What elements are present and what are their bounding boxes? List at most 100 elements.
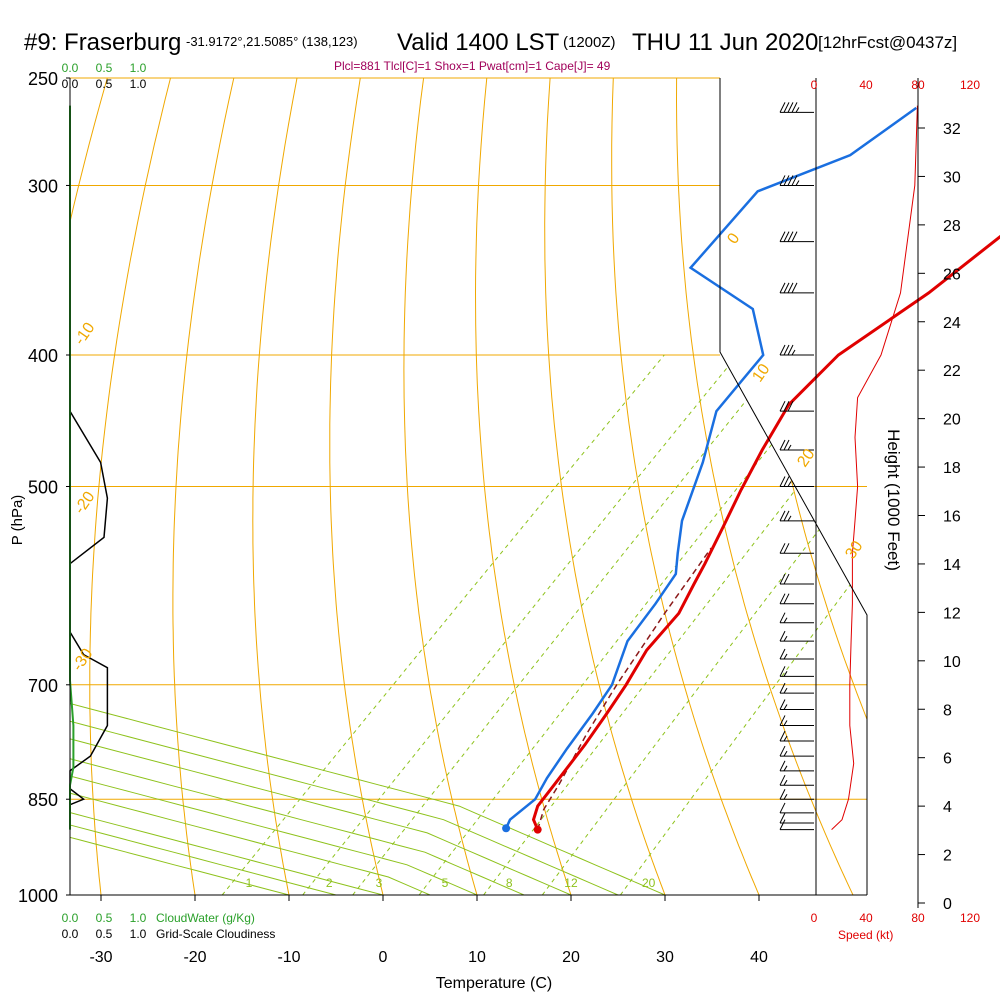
station-coords: -31.9172°,21.5085° (138,123) bbox=[186, 34, 358, 49]
dry-adiabat-label: 30 bbox=[842, 538, 866, 562]
height-tick-label: 32 bbox=[943, 121, 961, 138]
wind-barb-full bbox=[791, 231, 798, 242]
wind-barb-full bbox=[779, 760, 786, 772]
height-tick-label: 0 bbox=[943, 896, 952, 913]
wind-barb-half bbox=[783, 735, 788, 742]
height-tick-label: 22 bbox=[943, 363, 961, 380]
wind-barb-full bbox=[779, 543, 786, 554]
station-title: #9: Fraserburg bbox=[24, 29, 181, 56]
wind-barb-half bbox=[783, 653, 788, 660]
wind-barb-full bbox=[779, 231, 786, 242]
wind-barb bbox=[779, 630, 814, 642]
wind-barb-full bbox=[783, 593, 790, 604]
wind-barb bbox=[779, 715, 814, 726]
wind-barb-full bbox=[783, 102, 790, 113]
wind-barb-full bbox=[779, 802, 786, 814]
cloudiness-tick-label: 0.5 bbox=[96, 77, 113, 91]
mixing-ratio-lines: 1 2 3 5 8 12 20 bbox=[221, 354, 867, 895]
wind-barb-full bbox=[783, 439, 790, 451]
wind-barb-full bbox=[779, 745, 786, 757]
wind-barb-full bbox=[787, 282, 794, 294]
wind-barb-full bbox=[779, 612, 786, 623]
wind-barb bbox=[779, 788, 814, 800]
moist-adiabat bbox=[70, 78, 478, 895]
dry-adiabat bbox=[993, 78, 1000, 895]
dry-adiabat-label: -20 bbox=[71, 489, 98, 518]
dry-adiabat bbox=[89, 78, 171, 895]
wind-barb-full bbox=[787, 175, 794, 186]
wind-barb bbox=[779, 819, 814, 831]
height-axis-label: Height (1000 Feet) bbox=[884, 429, 903, 571]
pressure-tick-label: 700 bbox=[28, 676, 58, 696]
mixing-ratio-label: 12 bbox=[564, 876, 578, 890]
wind-barb bbox=[779, 543, 814, 554]
temperature-tick-label: -10 bbox=[277, 949, 300, 966]
speed-tick-label: 0 bbox=[811, 911, 818, 925]
parcel-line bbox=[536, 547, 712, 830]
wind-barb bbox=[779, 774, 814, 786]
x-axis-label: Temperature (C) bbox=[436, 975, 552, 992]
temperature-tick-label: 20 bbox=[562, 949, 580, 966]
wind-barb-full bbox=[791, 102, 798, 113]
diagram-frame bbox=[719, 78, 868, 895]
dry-adiabat bbox=[930, 78, 1000, 895]
forecast-date: THU 11 Jun 2020 bbox=[632, 29, 818, 56]
cloudiness-tick-label: 1.0 bbox=[130, 77, 147, 91]
cloud-water-tick-label: 0.0 bbox=[62, 61, 79, 75]
dry-adiabat-label: 0 bbox=[724, 230, 743, 247]
mixing-ratio-label: 5 bbox=[442, 876, 449, 890]
height-tick-label: 10 bbox=[943, 654, 961, 671]
wind-barb-half bbox=[783, 687, 788, 694]
surface-temperature-marker bbox=[533, 825, 542, 834]
wind-barb-full bbox=[779, 630, 786, 642]
dewpoint-line bbox=[504, 106, 918, 829]
sounding-profiles bbox=[69, 105, 1000, 834]
dry-adiabat bbox=[675, 78, 854, 895]
wind-barb bbox=[779, 400, 814, 412]
mixing-ratio-label: 1 bbox=[246, 876, 253, 890]
height-tick-label: 24 bbox=[943, 315, 961, 332]
cloudiness-tick-label: 0.0 bbox=[62, 77, 79, 91]
height-tick-label: 28 bbox=[943, 218, 961, 235]
pressure-tick-label: 300 bbox=[28, 176, 58, 196]
height-tick-label: 30 bbox=[943, 169, 961, 186]
wind-barb-half bbox=[795, 180, 800, 186]
speed-tick-label: 40 bbox=[859, 78, 873, 92]
speed-tick-label: 80 bbox=[911, 911, 925, 925]
wind-barb-full bbox=[779, 774, 786, 786]
height-tick-label: 4 bbox=[943, 799, 952, 816]
height-tick-label: 14 bbox=[943, 557, 961, 574]
dry-adiabat bbox=[474, 78, 572, 895]
wind-barb-full bbox=[779, 282, 786, 294]
wind-barb-half bbox=[783, 750, 788, 757]
mixing-ratio-label: 8 bbox=[506, 876, 513, 890]
wind-barb-full bbox=[791, 282, 798, 294]
cloud-water-tick-label: 1.0 bbox=[130, 61, 147, 75]
wind-barb-full bbox=[783, 573, 790, 585]
moist-adiabat bbox=[70, 78, 572, 895]
speed-tick-label: 40 bbox=[859, 911, 873, 925]
mixing-ratio-line bbox=[302, 354, 738, 895]
wind-barb-half bbox=[787, 481, 792, 487]
wind-barb-half bbox=[783, 671, 788, 677]
wind-barb-half bbox=[783, 635, 788, 642]
wind-barb bbox=[779, 812, 814, 824]
wind-barb-full bbox=[779, 666, 786, 677]
wind-barb-full bbox=[779, 788, 786, 800]
height-tick-label: 16 bbox=[943, 509, 961, 526]
wind-barb-full bbox=[783, 476, 790, 487]
cloudiness-tick-label: 0.5 bbox=[96, 927, 113, 941]
mixing-ratio-line bbox=[352, 354, 784, 895]
mixing-ratio-label: 3 bbox=[376, 876, 383, 890]
speed-tick-label: 0 bbox=[811, 78, 818, 92]
wind-barb-full bbox=[787, 400, 794, 412]
wind-barb-half bbox=[787, 444, 792, 451]
height-tick-label: 20 bbox=[943, 412, 961, 429]
wind-barb bbox=[779, 439, 814, 451]
wind-barb-full bbox=[779, 682, 786, 694]
temperature-tick-label: -20 bbox=[183, 949, 206, 966]
moist-adiabat bbox=[70, 78, 619, 895]
wind-barb bbox=[779, 510, 814, 522]
speed-tick-label: 120 bbox=[960, 78, 980, 92]
moist-adiabat bbox=[70, 78, 384, 895]
